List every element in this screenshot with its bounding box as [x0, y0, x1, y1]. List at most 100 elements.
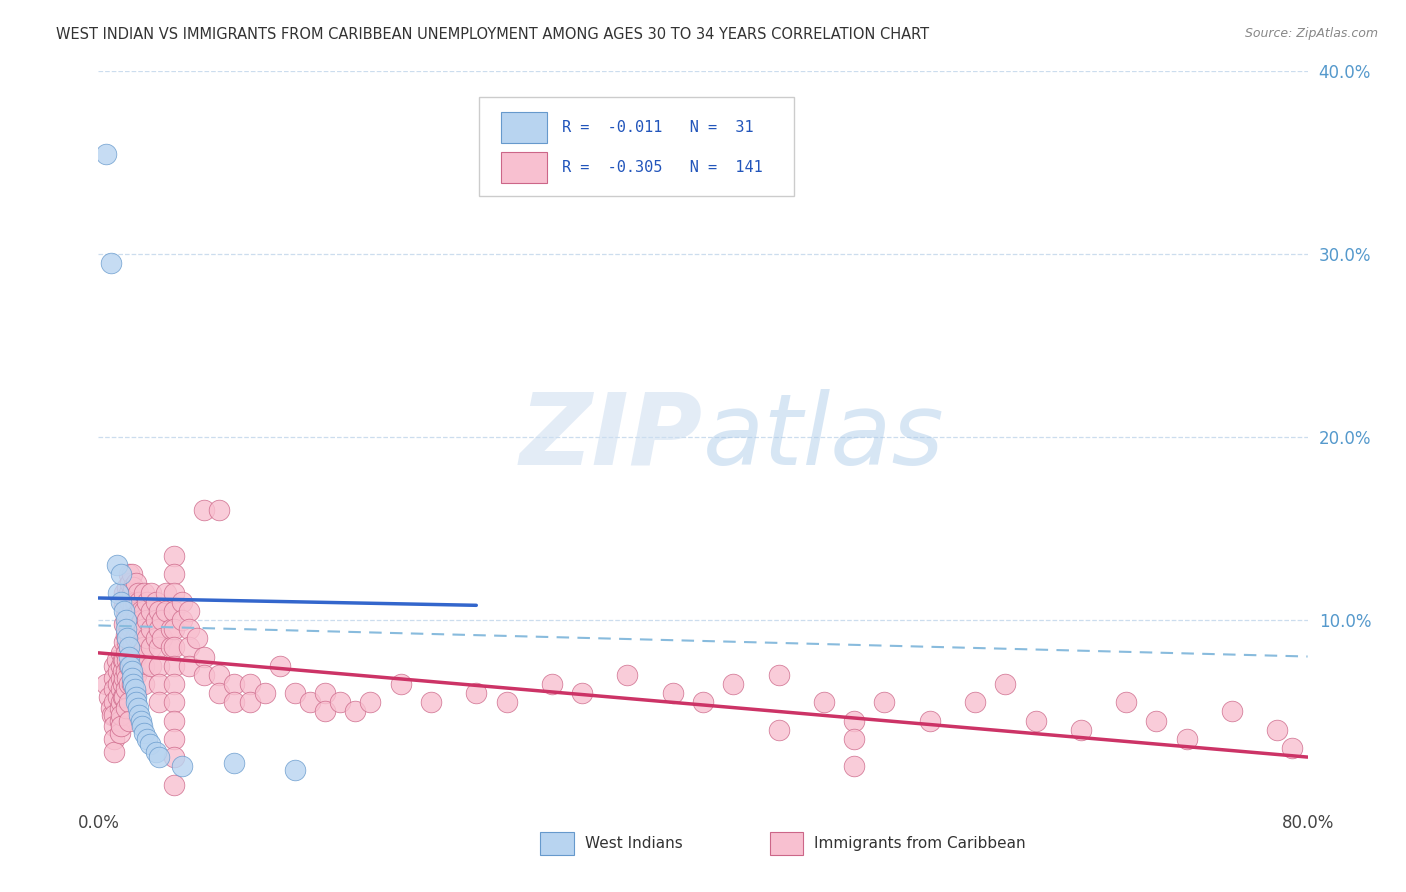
Point [118, 622, 141, 636]
Point [129, 622, 152, 636]
Point [145, 594, 167, 608]
Point [160, 622, 183, 636]
Point [145, 613, 167, 627]
Point [122, 677, 145, 691]
Point [571, 686, 593, 700]
Point [163, 585, 186, 599]
Point [1281, 740, 1303, 755]
Point [127, 700, 149, 714]
Point [145, 632, 167, 646]
Point [125, 690, 148, 704]
Point [121, 640, 143, 655]
Point [141, 622, 163, 636]
Point [389, 677, 412, 691]
Point [114, 664, 136, 678]
Point [239, 677, 262, 691]
Point [148, 677, 170, 691]
Point [110, 719, 132, 733]
Point [314, 705, 336, 719]
Point [115, 632, 138, 646]
Point [179, 658, 201, 673]
Point [114, 700, 136, 714]
Point [131, 719, 153, 733]
Point [114, 613, 136, 627]
Point [103, 672, 125, 686]
Point [127, 604, 149, 618]
Point [103, 658, 125, 673]
Point [125, 695, 148, 709]
Point [128, 613, 150, 627]
Point [1267, 723, 1289, 737]
Point [122, 616, 145, 631]
Point [121, 664, 143, 678]
Point [112, 653, 135, 667]
Point [163, 677, 186, 691]
Point [145, 745, 167, 759]
Point [1175, 731, 1198, 746]
Point [344, 705, 367, 719]
Point [132, 658, 155, 673]
Point [224, 677, 246, 691]
Point [1115, 695, 1137, 709]
Point [103, 695, 125, 709]
Point [121, 604, 143, 618]
Point [170, 594, 193, 608]
Point [118, 677, 141, 691]
Point [135, 613, 157, 627]
Point [224, 695, 246, 709]
FancyBboxPatch shape [479, 97, 793, 195]
Point [115, 580, 138, 594]
Point [1144, 714, 1167, 728]
Point [110, 682, 132, 697]
Point [208, 503, 231, 517]
Point [179, 604, 201, 618]
Point [118, 714, 141, 728]
Point [163, 640, 186, 655]
FancyBboxPatch shape [540, 832, 574, 855]
Point [269, 658, 291, 673]
Point [1024, 714, 1046, 728]
Point [124, 682, 146, 697]
Point [98, 690, 121, 704]
Point [148, 622, 170, 636]
Point [160, 640, 183, 655]
Point [208, 686, 231, 700]
Text: Source: ZipAtlas.com: Source: ZipAtlas.com [1244, 27, 1378, 40]
Point [141, 585, 163, 599]
Point [141, 604, 163, 618]
Point [112, 672, 135, 686]
Point [125, 613, 148, 627]
Point [115, 653, 138, 667]
Point [148, 695, 170, 709]
Text: R =  -0.011   N =  31: R = -0.011 N = 31 [561, 120, 754, 136]
Point [114, 609, 136, 624]
Point [127, 585, 149, 599]
Point [111, 653, 134, 667]
Point [105, 653, 128, 667]
Point [193, 503, 215, 517]
Point [121, 658, 143, 673]
Point [114, 646, 136, 660]
Point [132, 585, 155, 599]
Point [108, 700, 131, 714]
Point [768, 723, 790, 737]
Point [208, 667, 231, 681]
Point [768, 667, 790, 681]
Point [918, 714, 941, 728]
Point [148, 640, 170, 655]
Point [121, 672, 143, 686]
Point [284, 763, 307, 777]
Point [132, 726, 155, 740]
Point [239, 695, 262, 709]
Point [125, 594, 148, 608]
Point [107, 677, 129, 691]
Point [723, 677, 745, 691]
Point [121, 622, 143, 636]
Point [124, 632, 146, 646]
Point [122, 580, 145, 594]
Point [111, 677, 134, 691]
Point [94, 677, 117, 691]
Point [112, 690, 135, 704]
Point [122, 599, 145, 613]
Point [103, 731, 125, 746]
